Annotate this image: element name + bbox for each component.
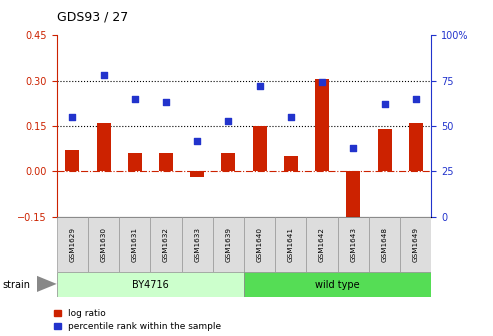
Text: strain: strain [2, 280, 31, 290]
Bar [307, 217, 338, 272]
Bar [244, 272, 431, 297]
Bar [252, 126, 267, 171]
Text: GSM1643: GSM1643 [351, 227, 356, 262]
Bar [97, 123, 110, 171]
Bar [150, 217, 181, 272]
Bar [275, 217, 307, 272]
Text: GSM1639: GSM1639 [225, 227, 231, 262]
Bar [213, 217, 244, 272]
Text: GSM1632: GSM1632 [163, 227, 169, 262]
Point [224, 118, 232, 123]
Text: GDS93 / 27: GDS93 / 27 [57, 10, 128, 23]
Bar [221, 153, 236, 171]
Bar [315, 79, 329, 171]
Bar [57, 217, 88, 272]
Bar [88, 217, 119, 272]
Text: GSM1631: GSM1631 [132, 227, 138, 262]
Bar [338, 217, 369, 272]
Point [287, 114, 295, 120]
Text: GSM1641: GSM1641 [288, 227, 294, 262]
Polygon shape [37, 276, 57, 292]
Bar [57, 272, 244, 297]
Point [100, 73, 107, 78]
Bar [159, 153, 173, 171]
Bar [190, 171, 204, 177]
Bar [284, 156, 298, 171]
Bar [346, 171, 360, 224]
Text: GSM1642: GSM1642 [319, 227, 325, 262]
Bar [244, 217, 275, 272]
Point [350, 145, 357, 151]
Text: GSM1648: GSM1648 [382, 227, 387, 262]
Point [193, 138, 201, 143]
Text: BY4716: BY4716 [132, 280, 169, 290]
Bar [119, 217, 150, 272]
Bar [369, 217, 400, 272]
Text: wild type: wild type [316, 280, 360, 290]
Bar [400, 217, 431, 272]
Bar [378, 129, 391, 171]
Text: GSM1629: GSM1629 [70, 227, 75, 262]
Point [256, 83, 264, 89]
Point [69, 114, 76, 120]
Legend: log ratio, percentile rank within the sample: log ratio, percentile rank within the sa… [54, 309, 221, 332]
Point [318, 80, 326, 85]
Text: GSM1640: GSM1640 [257, 227, 263, 262]
Bar [128, 153, 142, 171]
Text: GSM1633: GSM1633 [194, 227, 200, 262]
Text: GSM1630: GSM1630 [101, 227, 106, 262]
Point [381, 101, 388, 107]
Bar [409, 123, 423, 171]
Point [412, 96, 420, 101]
Bar [181, 217, 213, 272]
Bar [65, 150, 79, 171]
Point [131, 96, 139, 101]
Point [162, 100, 170, 105]
Text: GSM1649: GSM1649 [413, 227, 419, 262]
